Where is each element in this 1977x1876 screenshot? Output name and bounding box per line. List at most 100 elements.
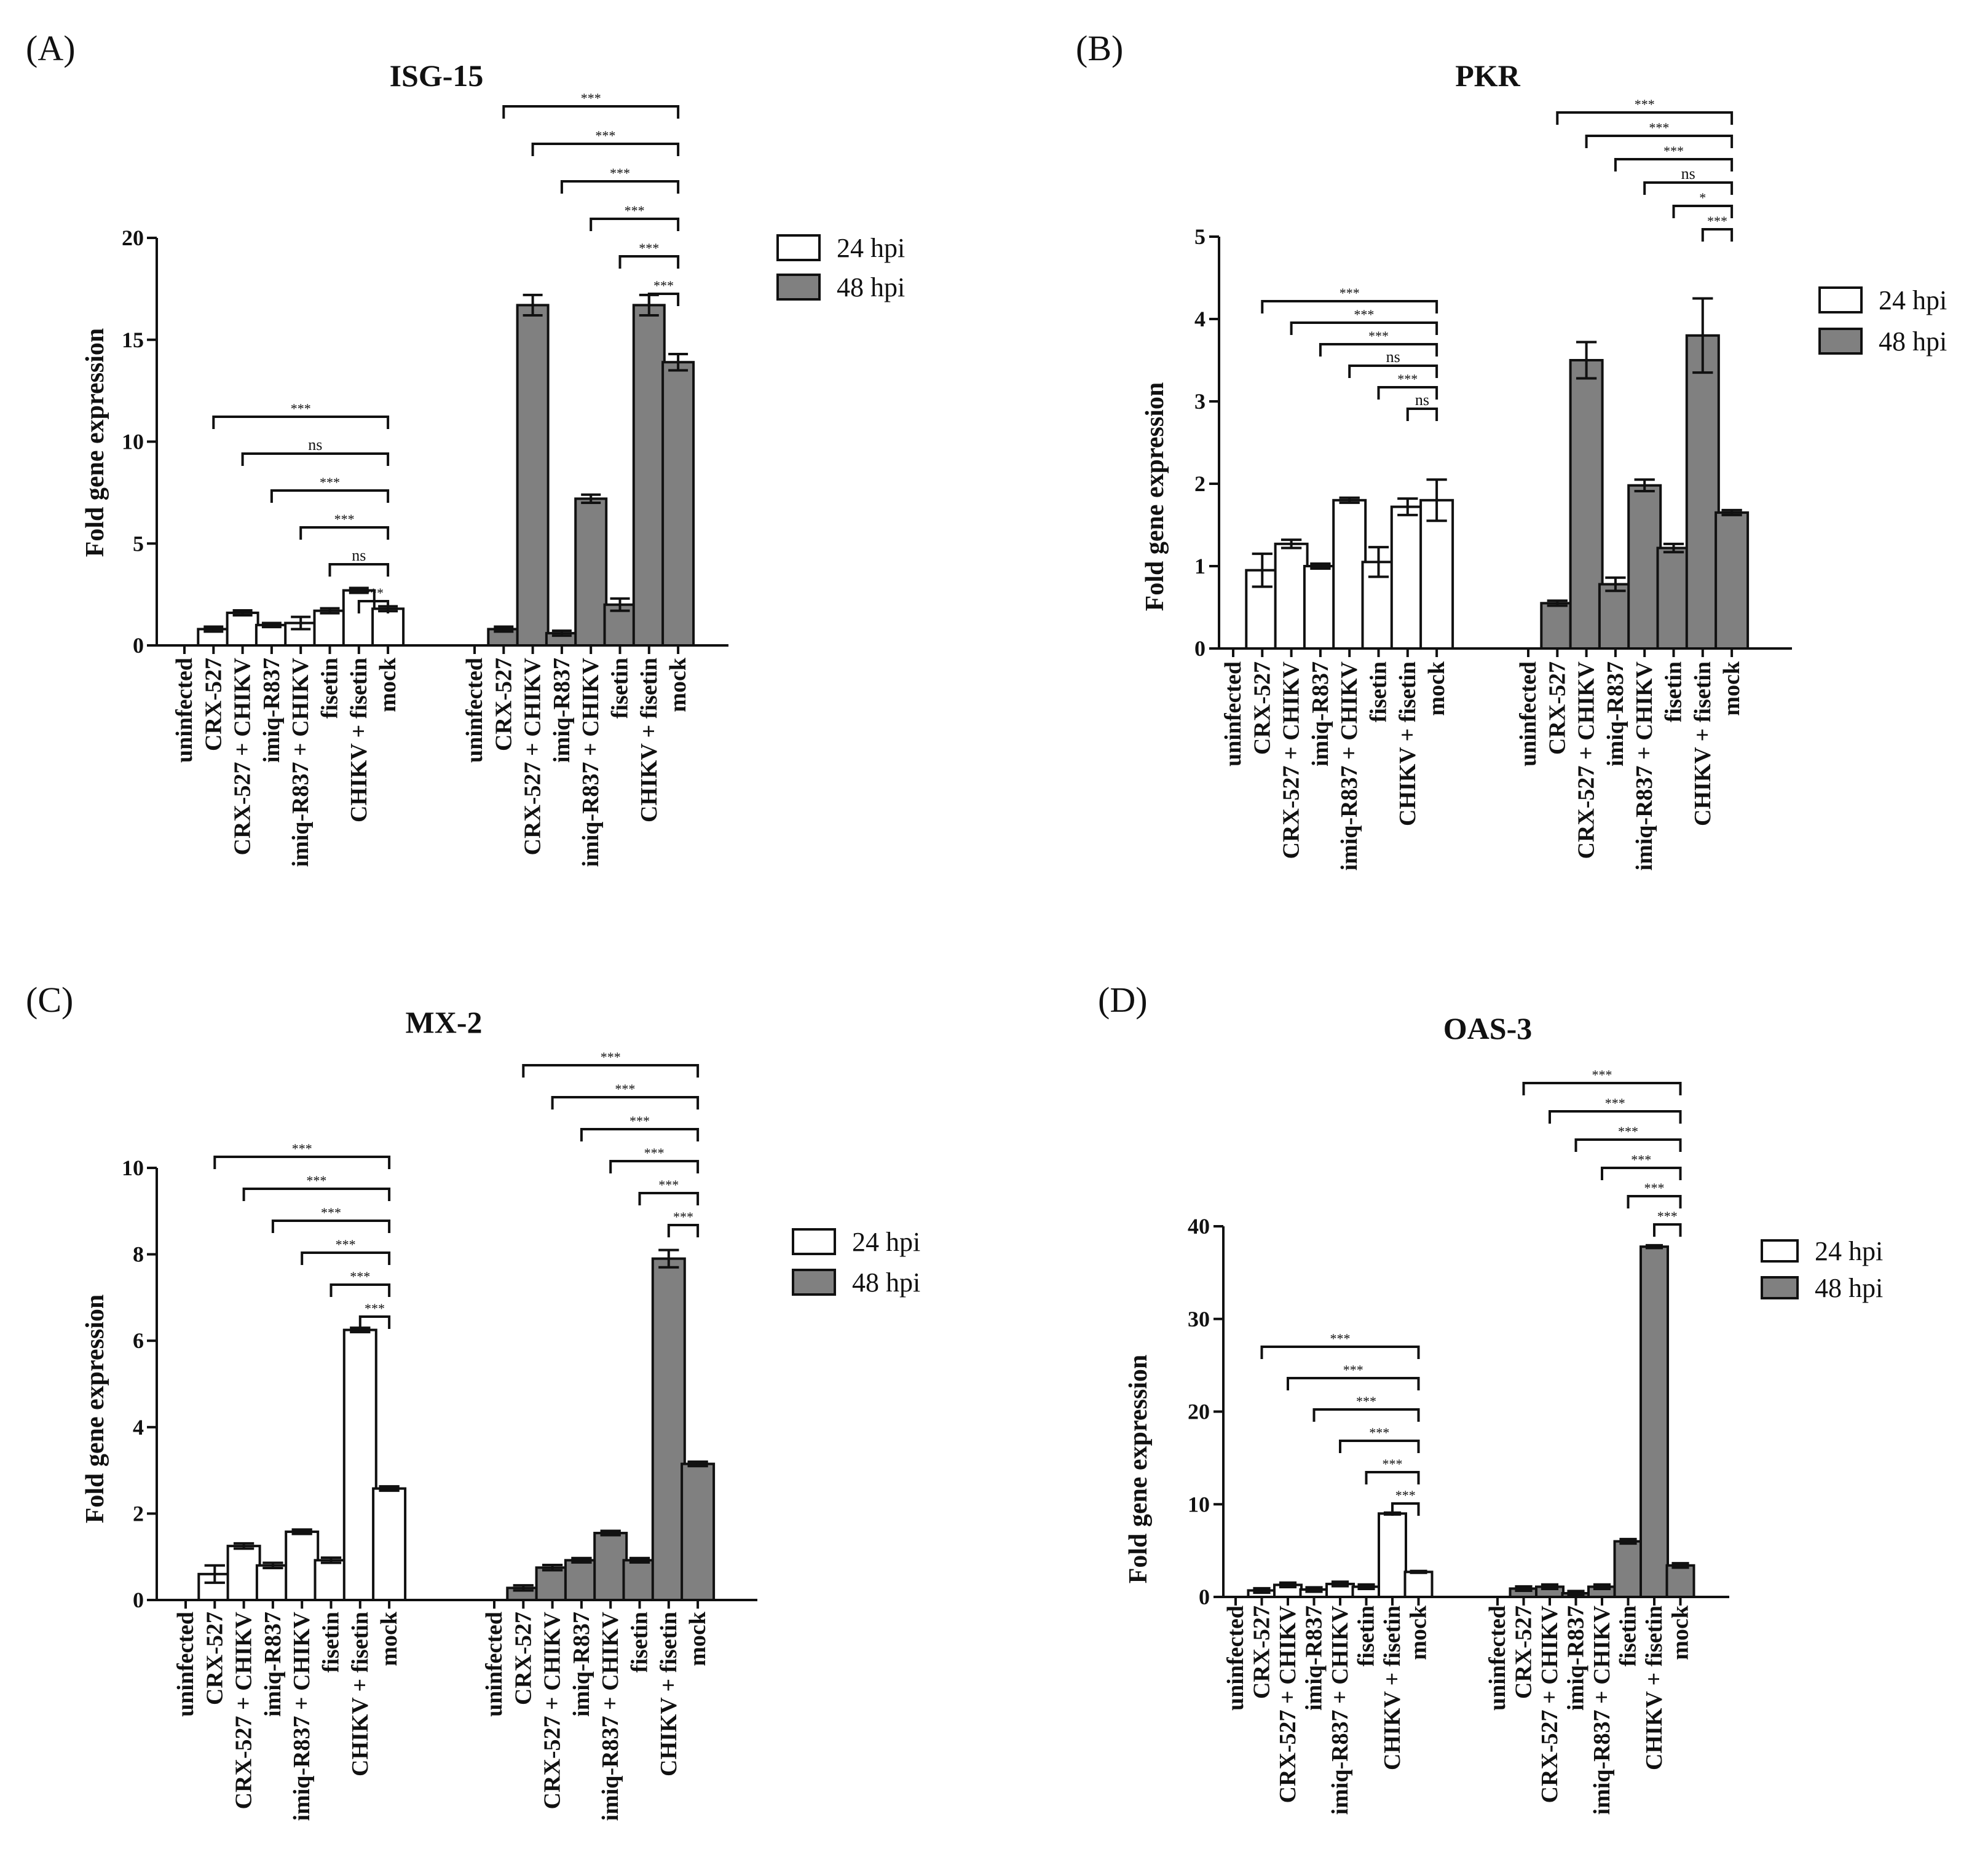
significance-label: *** bbox=[306, 1173, 326, 1188]
category-label: mock bbox=[376, 1611, 402, 1666]
significance-label: *** bbox=[581, 90, 601, 106]
significance-bracket bbox=[667, 1224, 700, 1237]
legend-24-hpi: 24 hpi bbox=[792, 1227, 920, 1257]
category-label: mock bbox=[1424, 661, 1450, 716]
bar-chikv-fisetin bbox=[632, 304, 666, 647]
significance-label: ns bbox=[308, 436, 322, 454]
significance-bracket bbox=[1261, 300, 1438, 313]
error-bar bbox=[233, 1542, 255, 1550]
significance-label: *** bbox=[1605, 1095, 1625, 1111]
category-label: imiq-R837 bbox=[260, 1612, 286, 1717]
significance-bracket bbox=[1653, 1223, 1682, 1237]
bar-imiq-r837 bbox=[564, 1559, 599, 1601]
legend: 24 hpi 48 hpi bbox=[1761, 1236, 1883, 1303]
category-label: CHIKV + fisetin bbox=[346, 658, 372, 822]
y-tick-label: 30 bbox=[1188, 1307, 1210, 1331]
significance-bracket bbox=[1348, 365, 1438, 378]
category-label: fisetin bbox=[607, 658, 633, 719]
y-tick-label: 0 bbox=[133, 1588, 144, 1612]
error-bar bbox=[581, 493, 601, 504]
significance-bracket bbox=[1287, 1377, 1420, 1390]
category-label: CRX-527 + CHIKV bbox=[230, 657, 256, 855]
bar-crx-527-chikv bbox=[516, 304, 550, 647]
significance-label: *** bbox=[1592, 1067, 1612, 1082]
significance-brackets-24-hpi: *** ns *** *** ns *** bbox=[212, 401, 390, 613]
bar-chikv-fisetin bbox=[1640, 1245, 1669, 1599]
bar-imiq-r837 bbox=[1303, 565, 1338, 650]
significance-label: *** bbox=[1383, 1456, 1403, 1472]
bar-crx-527-chikv bbox=[535, 1566, 570, 1601]
category-label: mock bbox=[375, 657, 401, 712]
significance-bracket bbox=[1672, 205, 1734, 218]
legend-swatch bbox=[776, 274, 821, 301]
category-label: CRX-527 + CHIKV bbox=[520, 657, 546, 855]
panel-letter: (D) bbox=[1098, 980, 1148, 1020]
legend: 24 hpi 48 hpi bbox=[776, 233, 905, 302]
category-label: imiq-R837 bbox=[1603, 661, 1628, 767]
bar-mock bbox=[372, 1487, 407, 1601]
significance-bracket bbox=[212, 416, 390, 429]
error-bar bbox=[523, 293, 543, 317]
y-axis-label: Fold gene expression bbox=[1141, 382, 1169, 612]
legend-swatch bbox=[1818, 328, 1863, 355]
significance-bracket bbox=[560, 180, 680, 194]
significance-bracket bbox=[1377, 386, 1438, 400]
legend-swatch bbox=[1761, 1239, 1799, 1263]
legend-label: 24 hpi bbox=[1815, 1236, 1883, 1266]
legend-48-hpi: 48 hpi bbox=[1761, 1273, 1883, 1303]
error-bar bbox=[1567, 1590, 1585, 1597]
bar-fisetin bbox=[313, 609, 347, 647]
significance-bracket bbox=[1260, 1346, 1420, 1359]
series-48-hpi: uninfected CRX-527 CRX-527 + CHIKV imiq-R83… bbox=[1515, 297, 1750, 870]
error-bar bbox=[1671, 1562, 1689, 1569]
significance-label: *** bbox=[1354, 307, 1374, 322]
y-tick-label: 15 bbox=[122, 328, 144, 352]
error-bar bbox=[320, 1556, 342, 1564]
legend-swatch bbox=[1818, 286, 1863, 313]
error-bar bbox=[494, 625, 514, 633]
significance-label: *** bbox=[292, 1141, 312, 1156]
significance-label: *** bbox=[595, 128, 615, 143]
bar-crx-527 bbox=[1540, 602, 1575, 650]
error-bar bbox=[1310, 562, 1331, 570]
significance-bracket bbox=[1319, 343, 1438, 357]
bar-imiq-r837-chikv bbox=[593, 1532, 628, 1601]
significance-label: *** bbox=[336, 1237, 356, 1252]
category-label: mock bbox=[685, 1611, 711, 1666]
significance-label: *** bbox=[320, 475, 340, 490]
bar-chikv-fisetin bbox=[342, 1328, 377, 1601]
series-48-hpi: uninfected CRX-527 CRX-527 + CHIKV imiq-R83… bbox=[481, 1248, 716, 1821]
significance-bracket bbox=[531, 143, 680, 156]
legend-swatch bbox=[792, 1269, 836, 1296]
panel-title: ISG-15 bbox=[390, 58, 484, 93]
significance-label: *** bbox=[658, 1177, 679, 1192]
significance-label: *** bbox=[350, 1269, 370, 1284]
significance-bracket bbox=[1391, 1502, 1420, 1516]
bar-crx-527-chikv bbox=[1274, 542, 1309, 650]
category-label: imiq-R837 bbox=[569, 1612, 594, 1717]
significance-label: *** bbox=[1343, 1362, 1363, 1377]
legend-label: 48 hpi bbox=[837, 272, 905, 302]
significance-bracket bbox=[213, 1156, 391, 1169]
bar-mock bbox=[1715, 511, 1750, 650]
significance-label: *** bbox=[1635, 97, 1655, 112]
legend-label: 24 hpi bbox=[852, 1227, 920, 1257]
legend-24-hpi: 24 hpi bbox=[1818, 285, 1947, 315]
significance-label: *** bbox=[1397, 371, 1418, 387]
category-label: imiq-R837 + CHIKV bbox=[288, 657, 314, 867]
error-bar bbox=[542, 1564, 563, 1572]
significance-bracket bbox=[242, 1188, 391, 1201]
significance-label: *** bbox=[601, 1049, 621, 1065]
error-bar bbox=[1515, 1585, 1533, 1593]
error-bar bbox=[1593, 1583, 1611, 1591]
y-tick-label: 5 bbox=[133, 531, 144, 556]
bar-imiq-r837 bbox=[255, 1564, 290, 1602]
category-label: uninfected bbox=[462, 658, 487, 763]
legend: 24 hpi 48 hpi bbox=[792, 1227, 920, 1298]
error-bar bbox=[1279, 1581, 1297, 1589]
significance-bracket bbox=[1614, 158, 1734, 171]
legend-label: 48 hpi bbox=[852, 1267, 920, 1298]
category-label: uninfected bbox=[481, 1612, 507, 1717]
category-label: uninfected bbox=[173, 1612, 199, 1717]
category-label: CRX-527 + CHIKV bbox=[1275, 1605, 1301, 1803]
